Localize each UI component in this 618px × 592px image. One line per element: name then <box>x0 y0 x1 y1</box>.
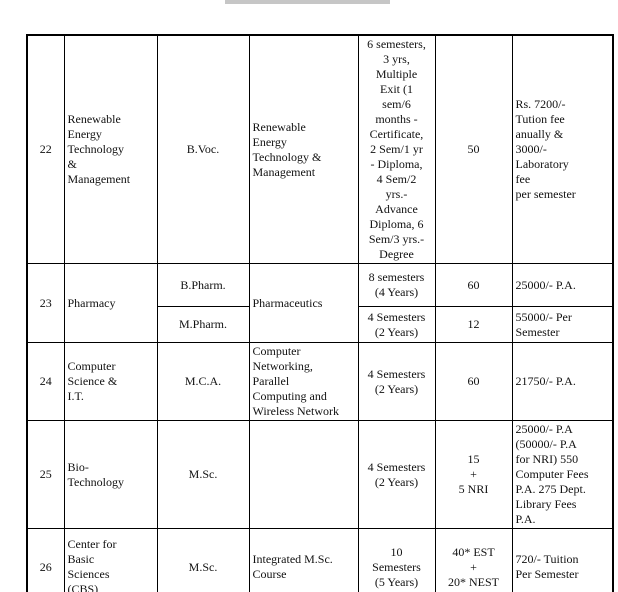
row-26-fees: 720/- Tuition Per Semester <box>511 528 614 592</box>
row-23-specialization: Pharmaceutics <box>248 263 359 343</box>
row-25-course: Bio- Technology <box>63 420 158 529</box>
row-25-sno: 25 <box>26 420 65 529</box>
table-row-23a: 23 Pharmacy B.Pharm. Pharmaceutics 8 sem… <box>26 263 614 343</box>
row-26-course: Center for Basic Sciences (CBS) <box>63 528 158 592</box>
row-23-degree-mpharm: M.Pharm. <box>156 306 250 343</box>
row-26-degree: M.Sc. <box>156 528 250 592</box>
row-22-seats: 50 <box>434 34 513 264</box>
row-23b-fees: 55000/- Per Semester <box>511 306 614 343</box>
row-24-duration: 4 Semesters (2 Years) <box>357 342 436 421</box>
row-26-sno: 26 <box>26 528 65 592</box>
row-22-sno: 22 <box>26 34 65 264</box>
row-22-specialization: Renewable Energy Technology & Management <box>248 34 359 264</box>
row-22-duration: 6 semesters, 3 yrs, Multiple Exit (1 sem… <box>357 34 436 264</box>
row-24-degree: M.C.A. <box>156 342 250 421</box>
row-23a-seats: 60 <box>434 263 513 307</box>
row-22-fees: Rs. 7200/- Tution fee anually & 3000/- L… <box>511 34 614 264</box>
row-23b-duration: 4 Semesters (2 Years) <box>357 306 436 343</box>
row-25-degree: M.Sc. <box>156 420 250 529</box>
row-23a-duration: 8 semesters (4 Years) <box>357 263 436 307</box>
row-22-degree: B.Voc. <box>156 34 250 264</box>
row-23b-seats: 12 <box>434 306 513 343</box>
row-25-specialization <box>248 420 359 529</box>
row-24-course: Computer Science & I.T. <box>63 342 158 421</box>
top-cropped-bar <box>225 0 390 4</box>
table-row-23b: M.Pharm. 4 Semesters (2 Years) 12 55000/… <box>27 306 614 343</box>
row-24-specialization: Computer Networking, Parallel Computing … <box>248 342 359 421</box>
row-25-duration: 4 Semesters (2 Years) <box>357 420 436 529</box>
row-23a-fees: 25000/- P.A. <box>511 263 614 307</box>
row-26-specialization: Integrated M.Sc. Course <box>248 528 359 592</box>
row-24-sno: 24 <box>26 342 65 421</box>
table-row-24: 24 Computer Science & I.T. M.C.A. Comput… <box>26 342 614 421</box>
row-23-course: Pharmacy <box>63 263 158 343</box>
row-24-fees: 21750/- P.A. <box>511 342 614 421</box>
row-25-fees: 25000/- P.A (50000/- P.A for NRI) 550 Co… <box>511 420 614 529</box>
row-22-course: Renewable Energy Technology & Management <box>63 34 158 264</box>
row-23-degree-bpharm: B.Pharm. <box>156 263 250 307</box>
row-25-seats: 15 + 5 NRI <box>434 420 513 529</box>
row-26-duration: 10 Semesters (5 Years) <box>357 528 436 592</box>
courses-table: 22 Renewable Energy Technology & Managem… <box>26 34 614 592</box>
row-24-seats: 60 <box>434 342 513 421</box>
table-row-26: 26 Center for Basic Sciences (CBS) M.Sc.… <box>26 528 614 592</box>
row-23-sno: 23 <box>26 263 65 343</box>
table-row-25: 25 Bio- Technology M.Sc. 4 Semesters (2 … <box>26 420 614 529</box>
row-26-seats: 40* EST + 20* NEST <box>434 528 513 592</box>
table-row-22: 22 Renewable Energy Technology & Managem… <box>26 34 614 264</box>
